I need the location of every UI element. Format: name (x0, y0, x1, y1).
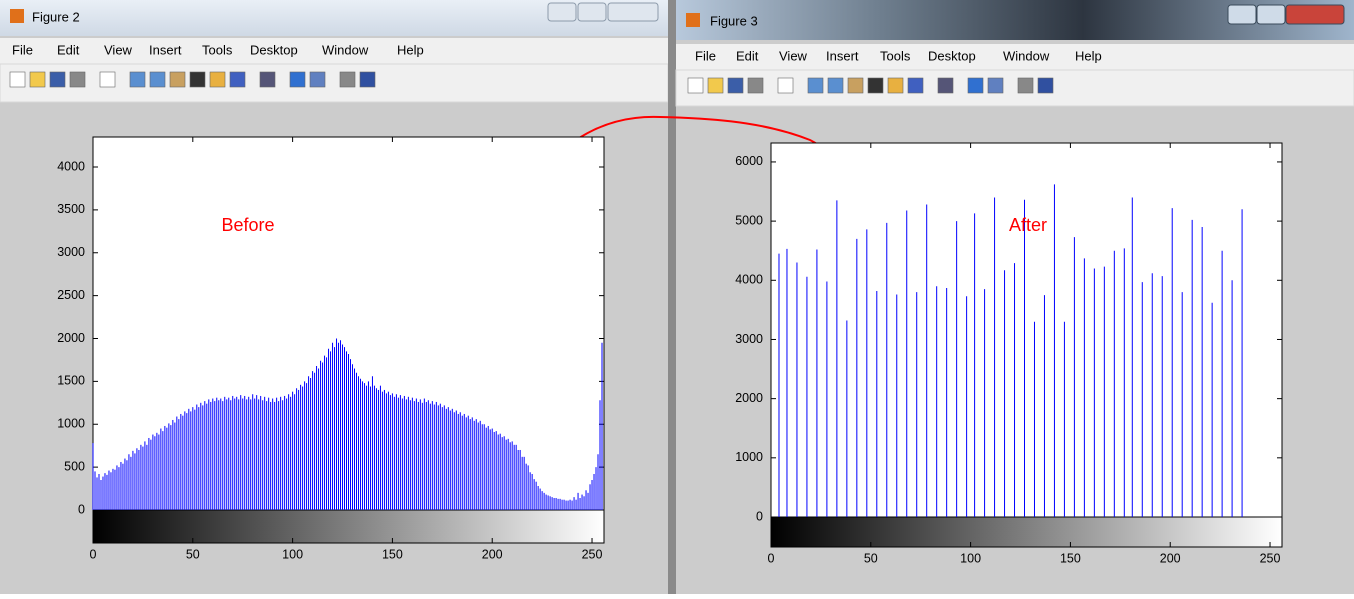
menu-item[interactable]: Tools (880, 48, 911, 63)
window-gap (668, 0, 676, 594)
x-tick-label: 200 (1160, 551, 1181, 565)
toolbar-button[interactable] (888, 78, 903, 93)
y-tick-label: 500 (64, 459, 85, 473)
menu-item[interactable]: File (695, 48, 716, 63)
window-title: Figure 3 (710, 13, 758, 28)
y-tick-label: 3500 (57, 202, 85, 216)
y-tick-label: 3000 (735, 332, 763, 346)
app-icon (686, 13, 700, 27)
app-icon (10, 9, 24, 23)
toolbar-button[interactable] (310, 72, 325, 87)
y-tick-label: 1500 (57, 374, 85, 388)
toolbar-button[interactable] (988, 78, 1003, 93)
toolbar-button[interactable] (10, 72, 25, 87)
x-tick-label: 50 (186, 547, 200, 561)
y-tick-label: 2000 (57, 331, 85, 345)
annotation: Before (221, 215, 274, 235)
x-tick-label: 100 (282, 547, 303, 561)
toolbar-button[interactable] (50, 72, 65, 87)
menu-item[interactable]: Window (1003, 48, 1050, 63)
annotation: After (1009, 215, 1047, 235)
x-tick-label: 0 (768, 551, 775, 565)
y-tick-label: 3000 (57, 245, 85, 259)
toolbar-button[interactable] (130, 72, 145, 87)
menu-item[interactable]: View (779, 48, 808, 63)
toolbar-button[interactable] (938, 78, 953, 93)
toolbar-button[interactable] (170, 72, 185, 87)
y-tick-label: 0 (756, 509, 763, 523)
menu-item[interactable]: Desktop (928, 48, 976, 63)
x-tick-label: 250 (582, 547, 603, 561)
toolbar-button[interactable] (260, 72, 275, 87)
toolbar-button[interactable] (908, 78, 923, 93)
x-tick-label: 100 (960, 551, 981, 565)
menu-item[interactable]: Tools (202, 42, 233, 57)
toolbar-button[interactable] (100, 72, 115, 87)
toolbar-button[interactable] (30, 72, 45, 87)
y-tick-label: 1000 (57, 417, 85, 431)
menu-item[interactable]: Window (322, 42, 369, 57)
toolbar-button[interactable] (340, 72, 355, 87)
toolbar-button[interactable] (828, 78, 843, 93)
colorbar (93, 510, 604, 543)
y-tick-label: 2500 (57, 288, 85, 302)
toolbar-button[interactable] (688, 78, 703, 93)
toolbar-button[interactable] (748, 78, 763, 93)
toolbar-button[interactable] (808, 78, 823, 93)
colorbar (771, 517, 1282, 547)
y-tick-label: 6000 (735, 154, 763, 168)
y-tick-label: 4000 (735, 273, 763, 287)
menu-item[interactable]: Help (397, 42, 424, 57)
menu-item[interactable]: File (12, 42, 33, 57)
toolbar-button[interactable] (728, 78, 743, 93)
menu-item[interactable]: Insert (149, 42, 182, 57)
toolbar-button[interactable] (778, 78, 793, 93)
toolbar-button[interactable] (70, 72, 85, 87)
toolbar-button[interactable] (1038, 78, 1053, 93)
x-tick-label: 250 (1260, 551, 1281, 565)
close-button[interactable] (1286, 5, 1344, 24)
toolbar-button[interactable] (868, 78, 883, 93)
y-tick-label: 4000 (57, 159, 85, 173)
toolbar-button[interactable] (150, 72, 165, 87)
menu-item[interactable]: Edit (57, 42, 80, 57)
toolbar-button[interactable] (708, 78, 723, 93)
window-title: Figure 2 (32, 9, 80, 24)
toolbar-button[interactable] (230, 72, 245, 87)
x-tick-label: 150 (382, 547, 403, 561)
maximize-button[interactable] (578, 3, 606, 21)
y-tick-label: 0 (78, 502, 85, 516)
menu-item[interactable]: Desktop (250, 42, 298, 57)
minimize-button[interactable] (1228, 5, 1256, 24)
close-button[interactable] (608, 3, 658, 21)
x-tick-label: 200 (482, 547, 503, 561)
menu-item[interactable]: Help (1075, 48, 1102, 63)
toolbar-button[interactable] (968, 78, 983, 93)
toolbar-button[interactable] (1018, 78, 1033, 93)
y-tick-label: 5000 (735, 213, 763, 227)
screen: Figure 2 Figure 3 File Edit View Insert Tool… (0, 0, 1354, 594)
menu-item[interactable]: Insert (826, 48, 859, 63)
toolbar-button[interactable] (210, 72, 225, 87)
y-tick-label: 1000 (735, 450, 763, 464)
menu-item[interactable]: View (104, 42, 133, 57)
minimize-button[interactable] (548, 3, 576, 21)
toolbar-button[interactable] (190, 72, 205, 87)
y-tick-label: 2000 (735, 391, 763, 405)
x-tick-label: 150 (1060, 551, 1081, 565)
page: Figure 2 Figure 3 File Edit View Insert Tool… (0, 0, 1354, 594)
toolbar-button[interactable] (360, 72, 375, 87)
plot-area (771, 143, 1282, 517)
maximize-button[interactable] (1257, 5, 1285, 24)
toolbar-button[interactable] (290, 72, 305, 87)
toolbar-button[interactable] (848, 78, 863, 93)
x-tick-label: 0 (90, 547, 97, 561)
menu-item[interactable]: Edit (736, 48, 759, 63)
x-tick-label: 50 (864, 551, 878, 565)
